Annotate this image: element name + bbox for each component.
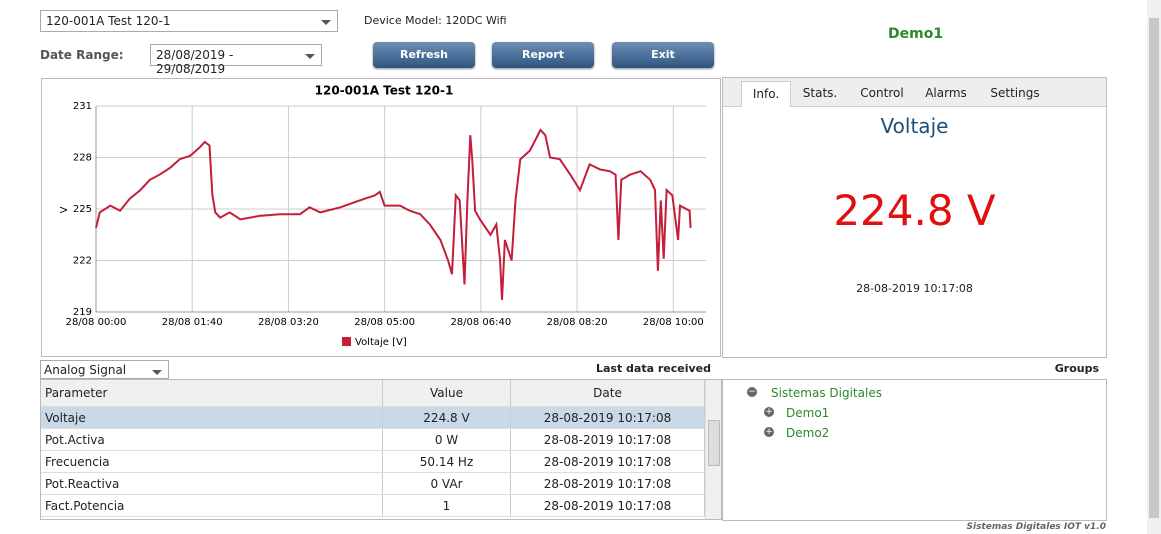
x-tick-label: 28/08 01:40 — [162, 317, 223, 328]
table-row[interactable]: Fact.Potencia 1 28-08-2019 10:17:08 — [41, 494, 705, 517]
y-tick-label: 222 — [73, 256, 92, 267]
group-label: Demo2 — [786, 426, 830, 440]
table-cell: Pot.Activa — [41, 428, 383, 451]
signal-select[interactable]: Analog Signal — [40, 360, 169, 379]
legend-label: Voltaje [V] — [355, 337, 407, 348]
x-tick-label: 28/08 05:00 — [354, 317, 415, 328]
data-line — [95, 128, 692, 301]
table-row[interactable]: Pot.Activa 0 W 28-08-2019 10:17:08 — [41, 428, 705, 451]
group-root-label: Sistemas Digitales — [771, 386, 882, 400]
info-panel: Info. Stats. Control Alarms Settings Vol… — [722, 77, 1107, 358]
table-cell: 0 VAr — [382, 472, 511, 495]
tab[interactable]: Stats. — [802, 86, 838, 100]
y-tick-label: 219 — [73, 307, 92, 318]
site-name: Demo1 — [888, 26, 944, 42]
table-cell: Frecuencia — [41, 450, 383, 473]
tab[interactable]: Alarms — [925, 86, 967, 100]
legend-swatch — [342, 337, 351, 346]
info-title: Voltaje — [880, 114, 949, 138]
y-axis-label: V — [59, 206, 70, 213]
expand-icon[interactable]: + — [764, 427, 774, 437]
collapse-icon[interactable]: − — [747, 387, 757, 397]
table-cell: 28-08-2019 10:17:08 — [510, 494, 705, 517]
info-value: 224.8 V — [833, 186, 996, 235]
report-button[interactable]: Report — [492, 42, 594, 68]
groups-panel: − Sistemas Digitales + Demo1 + Demo2 — [722, 379, 1107, 521]
x-tick-label: 28/08 10:00 — [643, 317, 704, 328]
table-cell: 50.14 Hz — [382, 450, 511, 473]
header-cell: Value — [382, 380, 511, 407]
data-table: Parameter Value Date Voltaje 224.8 V 28-08-2… — [41, 380, 705, 517]
header-cell: Date — [510, 380, 705, 407]
x-tick-label: 28/08 00:00 — [66, 317, 127, 328]
info-timestamp: 28-08-2019 10:17:08 — [856, 282, 973, 295]
x-tick-label: 28/08 08:20 — [547, 317, 608, 328]
group-label: Demo1 — [786, 406, 830, 420]
table-row[interactable]: Frecuencia 50.14 Hz 28-08-2019 10:17:08 — [41, 450, 705, 473]
date-range: 28/08/2019 - 29/08/2019 — [156, 48, 234, 76]
table-cell: 28-08-2019 10:17:08 — [510, 472, 705, 495]
table-cell: 28-08-2019 10:17:08 — [510, 406, 705, 429]
table-cell: 1 — [382, 494, 511, 517]
table-cell: 28-08-2019 10:17:08 — [510, 450, 705, 473]
page-scroll-thumb[interactable] — [1149, 18, 1159, 518]
chart-panel: 120-001A Test 120-1 V 219 222 225 228 231 28/… — [41, 78, 721, 357]
exit-button[interactable]: Exit — [612, 42, 714, 68]
y-tick-label: 228 — [73, 153, 92, 164]
chart: 120-001A Test 120-1 V 219 222 225 228 231 28/… — [59, 84, 706, 348]
table-row[interactable]: Pot.Reactiva 0 VAr 28-08-2019 10:17:08 — [41, 472, 705, 495]
y-tick-label: 225 — [73, 204, 92, 215]
tab[interactable]: Settings — [990, 86, 1040, 100]
table-cell: Fact.Potencia — [41, 494, 383, 517]
table-cell: 28-08-2019 10:17:08 — [510, 428, 705, 451]
chart-title: 120-001A Test 120-1 — [315, 84, 454, 98]
date-range-label: Date Range: — [40, 48, 124, 62]
table-caption: Last data received — [595, 362, 711, 375]
x-tick-label: 28/08 03:20 — [258, 317, 319, 328]
table-cell: Pot.Reactiva — [41, 472, 383, 495]
refresh-button[interactable]: Refresh — [373, 42, 475, 68]
x-tick-label: 28/08 06:40 — [450, 317, 511, 328]
table-cell: 224.8 V — [382, 406, 511, 429]
y-tick-label: 231 — [73, 101, 92, 112]
data-table-panel: Parameter Value Date Voltaje 224.8 V 28-08-2… — [40, 379, 722, 520]
table-row[interactable]: Voltaje 224.8 V 28-08-2019 10:17:08 — [41, 406, 705, 429]
scroll-thumb[interactable] — [708, 420, 720, 466]
tab[interactable]: Control — [860, 86, 904, 100]
header-cell: Parameter — [41, 380, 383, 407]
group-root[interactable]: − Sistemas Digitales — [747, 386, 882, 400]
tab[interactable]: Info. — [741, 81, 791, 107]
date-range-input[interactable]: 28/08/2019 - 29/08/2019 — [150, 44, 322, 76]
table-cell: 0 W — [382, 428, 511, 451]
group-node[interactable]: + Demo2 — [764, 426, 830, 440]
table-cell: Voltaje — [41, 406, 383, 429]
groups-title: Groups — [1054, 362, 1099, 375]
device-select[interactable]: 120-001A Test 120-1 — [40, 10, 338, 32]
device-model: Device Model: 120DC Wifi — [364, 14, 507, 27]
scrollbar[interactable] — [705, 380, 721, 519]
page-scrollbar[interactable] — [1147, 0, 1161, 534]
footer: Sistemas Digitales IOT v1.0 — [966, 522, 1107, 532]
group-node[interactable]: + Demo1 — [764, 406, 830, 420]
expand-icon[interactable]: + — [764, 407, 774, 417]
